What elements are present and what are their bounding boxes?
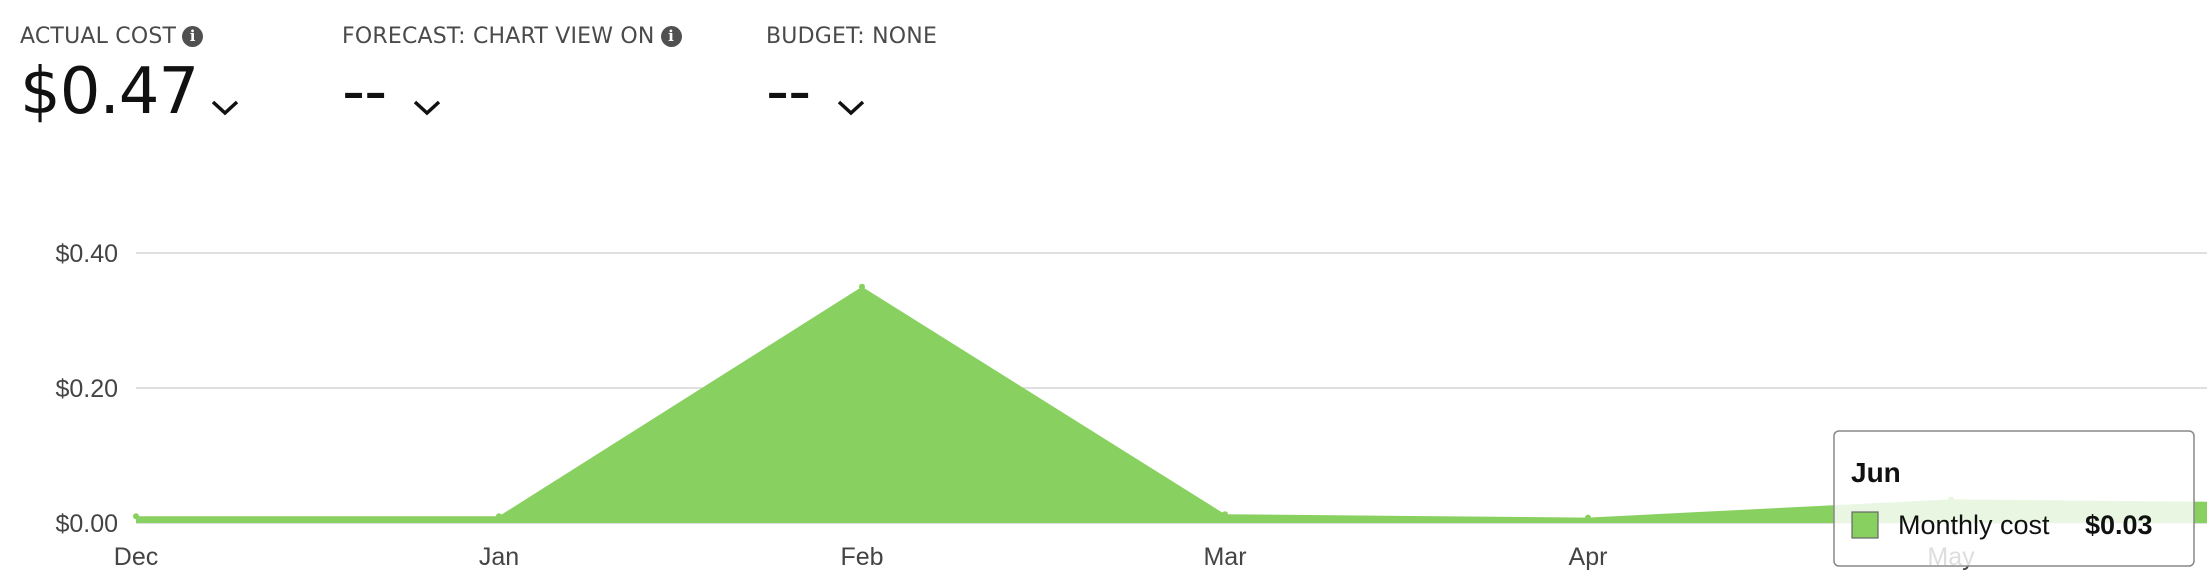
budget-value: -- (766, 55, 811, 129)
series-area-monthly-cost[interactable] (136, 286, 2207, 523)
y-tick-label: $0.40 (55, 240, 118, 268)
legend-swatch (1851, 511, 1879, 539)
data-point-feb[interactable] (859, 283, 865, 290)
info-icon[interactable]: i (182, 25, 204, 47)
actual-cost-label-text: ACTUAL COST (20, 23, 177, 49)
x-tick-label: Jan (479, 543, 519, 571)
data-point-mar[interactable] (1222, 511, 1228, 518)
info-icon[interactable]: i (660, 25, 682, 47)
x-tick-label: Mar (1203, 543, 1246, 571)
data-point-jan[interactable] (496, 513, 502, 520)
forecast-label: FORECAST: CHART VIEW ON i (342, 20, 682, 52)
actual-cost-kpi: ACTUAL COST i $0.47 (20, 20, 240, 128)
forecast-kpi: FORECAST: CHART VIEW ON i -- (342, 20, 682, 128)
x-tick-label: Apr (1569, 543, 1608, 571)
budget-label: BUDGET: NONE (766, 20, 937, 52)
budget-kpi: BUDGET: NONE -- (766, 20, 937, 129)
y-tick-label: $0.20 (55, 375, 118, 403)
tooltip-series-name: Monthly cost (1898, 510, 2050, 540)
forecast-value-row[interactable]: -- (342, 56, 682, 128)
actual-cost-value-row[interactable]: $0.47 (20, 56, 240, 128)
tooltip-box (1833, 430, 2195, 567)
tooltip-value: $0.03 (2085, 510, 2153, 540)
budget-value-row[interactable]: -- (766, 56, 937, 128)
data-point-apr[interactable] (1585, 514, 1591, 521)
data-point-dec[interactable] (133, 513, 139, 520)
tooltip-title: Jun (1851, 457, 1901, 488)
x-tick-label: Dec (114, 543, 158, 571)
actual-cost-label: ACTUAL COST i (20, 20, 240, 52)
chevron-down-icon[interactable] (836, 96, 866, 118)
y-tick-label: $0.00 (55, 510, 118, 538)
x-tick-label: Feb (840, 543, 883, 571)
budget-label-text: BUDGET: NONE (766, 23, 938, 49)
chevron-down-icon[interactable] (412, 96, 442, 118)
forecast-value: -- (342, 55, 387, 129)
chevron-down-icon[interactable] (210, 96, 240, 118)
actual-cost-value: $0.47 (20, 55, 199, 129)
forecast-label-text: FORECAST: CHART VIEW ON (342, 23, 655, 49)
